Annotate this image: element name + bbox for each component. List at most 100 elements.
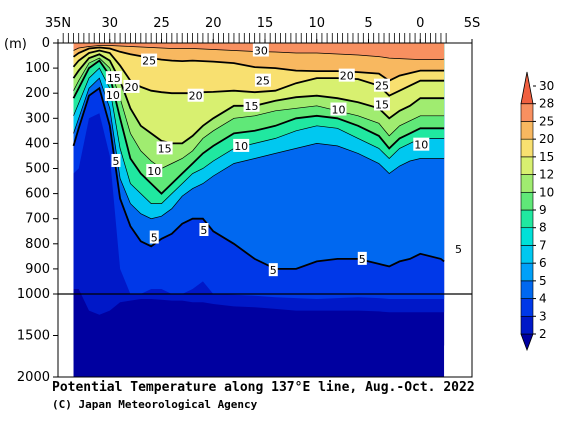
contour-label: 10 [331, 104, 345, 117]
colorbar-swatch [520, 262, 534, 282]
colorbar-label: 7 [539, 238, 547, 252]
contour-label-bg [454, 241, 464, 255]
colorbar-label: 12 [539, 168, 554, 182]
contour-label-bg [243, 98, 260, 112]
contour-label: 15 [375, 98, 389, 111]
colorbar-swatch [520, 156, 534, 175]
contour-label-bg [357, 251, 367, 265]
contour-label-bg [156, 141, 173, 155]
y-tick-label: 700 [25, 212, 50, 227]
contour-label-bg [413, 137, 430, 151]
y-axis-unit: (m) [4, 37, 27, 52]
contour-label-bg [141, 53, 158, 67]
colorbar-label: 8 [539, 221, 547, 235]
y-tick-label: 900 [25, 262, 50, 277]
isotherm-5 [72, 86, 445, 270]
contour-label: 5 [270, 264, 277, 277]
x-tick-label: 35N [45, 16, 71, 31]
colorbar-swatch [520, 138, 534, 158]
x-tick-label: 0 [416, 16, 424, 31]
contour-label: 20 [340, 70, 354, 83]
contour-label: 30 [254, 45, 268, 58]
contour-label: 10 [106, 89, 120, 102]
y-tick-label: 2000 [17, 370, 50, 385]
contour-label-bg [330, 102, 347, 116]
colorbar-swatch [520, 245, 534, 264]
y-tick-label: 1500 [17, 329, 50, 344]
contour-label: 20 [124, 81, 138, 94]
contour-label-bg [105, 71, 122, 85]
contour-label: 5 [112, 155, 119, 168]
colorbar-label: 28 [539, 97, 554, 111]
x-axis: 35N 30 25 20 15 10 5 0 5S [45, 16, 480, 43]
colorbar-label: 9 [539, 203, 547, 217]
y-tick-label: 300 [25, 111, 50, 126]
colorbar-label: 10 [539, 185, 554, 199]
contour-label-bg [146, 164, 163, 178]
y-tick-label: 600 [25, 187, 50, 202]
contour-label: 10 [234, 140, 248, 153]
contour-label-bg [111, 153, 121, 167]
credit-text: (C) Japan Meteorological Agency [52, 398, 258, 411]
colorbar-swatch [520, 121, 534, 140]
contour-label-bg [233, 138, 250, 152]
y-tick-label: 0 [42, 36, 50, 51]
x-tick-label: 15 [257, 16, 274, 31]
y-tick-label: 1000 [17, 287, 50, 302]
contour-label: 25 [256, 75, 270, 88]
x-tick-label: 25 [153, 16, 170, 31]
y-tick-label: 400 [25, 136, 50, 151]
colorbar-label: 25 [539, 114, 554, 128]
x-tick-label: 10 [308, 16, 325, 31]
colorbar-swatch [520, 298, 534, 317]
colorbar-swatch [520, 315, 534, 335]
colorbar-label: 15 [539, 150, 554, 164]
colorbar: 2 3 4 5 6 7 8 9 10 12 15 20 25 28 30 [520, 71, 554, 352]
contour-label-bg [254, 73, 271, 87]
contour-label-bg [199, 222, 209, 236]
isotherm-10 [72, 59, 445, 195]
colorbar-swatch [520, 209, 534, 229]
colorbar-swatch [520, 280, 534, 299]
isotherm-28 [73, 45, 445, 60]
y-tick-label: 100 [25, 61, 50, 76]
contour-label-bg [252, 43, 269, 57]
colorbar-swatch [520, 174, 534, 193]
isotherm-25 [72, 46, 445, 82]
contour-label: 10 [414, 139, 428, 152]
contour-label: 15 [245, 100, 259, 113]
x-tick-label: 20 [205, 16, 222, 31]
colorbar-swatch [520, 227, 534, 246]
contour-label: 25 [375, 80, 389, 93]
colorbar-swatch [520, 191, 534, 211]
colorbar-swatch [520, 103, 534, 122]
x-tick-label: 5S [464, 16, 481, 31]
contour-label: 25 [142, 55, 156, 68]
contour-label: 20 [189, 90, 203, 103]
contour-label-bg [373, 97, 390, 111]
contour-label: 15 [158, 142, 172, 155]
contour-label-bg [338, 68, 355, 82]
contour-label-bg [187, 88, 204, 102]
contour-label-bg [373, 78, 390, 92]
isotherm-20 [72, 49, 445, 97]
x-tick-label: 30 [101, 16, 118, 31]
contour-label-bg [104, 87, 121, 101]
y-tick-label: 800 [25, 237, 50, 252]
chart-title: Potential Temperature along 137°E line, … [52, 380, 475, 395]
contour-label: 15 [107, 72, 121, 85]
y-axis: 100 200 300 400 500 600 700 800 900 1000 1500 2000 0 [17, 36, 58, 385]
contour-label-bg [123, 79, 140, 93]
x-tick-label: 5 [364, 16, 372, 31]
contour-label: 5 [200, 224, 207, 237]
contour-label: 5 [359, 253, 366, 266]
y-tick-label: 200 [25, 86, 50, 101]
colorbar-label: 6 [539, 256, 547, 270]
contour-label-bg [149, 230, 159, 244]
colorbar-swatch [520, 333, 534, 352]
colorbar-label: 30 [539, 79, 554, 93]
isotherm-8 [73, 67, 445, 204]
colorbar-label: 3 [539, 309, 547, 323]
